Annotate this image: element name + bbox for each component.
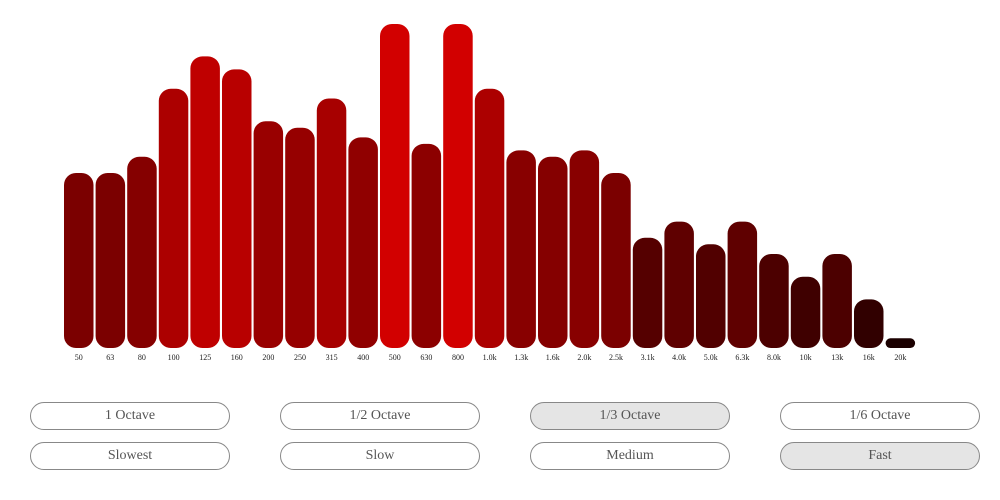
bar-80 (127, 156, 157, 348)
tick-label-5.0k: 5.0k (704, 353, 718, 362)
tick-label-125: 125 (199, 353, 211, 362)
tick-label-1.0k: 1.0k (483, 353, 497, 362)
bar-1.6k (538, 156, 568, 348)
tick-label-4.0k: 4.0k (672, 353, 686, 362)
bar-5.0k (696, 244, 726, 348)
resolution-button-1-3-octave[interactable]: 1/3 Octave (530, 402, 730, 430)
tick-label-16k: 16k (863, 353, 875, 362)
speed-button-fast[interactable]: Fast (780, 442, 980, 470)
tick-label-800: 800 (452, 353, 464, 362)
tick-label-315: 315 (326, 353, 338, 362)
bar-630 (411, 143, 442, 348)
speed-button-slow[interactable]: Slow (280, 442, 480, 470)
bar-160 (222, 69, 252, 349)
tick-label-2.5k: 2.5k (609, 353, 623, 362)
tick-label-630: 630 (420, 353, 432, 362)
bar-315 (316, 98, 347, 348)
tick-label-1.3k: 1.3k (514, 353, 528, 362)
tick-label-500: 500 (389, 353, 401, 362)
tick-label-400: 400 (357, 353, 369, 362)
speed-button-slowest[interactable]: Slowest (30, 442, 230, 470)
bar-13k (822, 254, 852, 348)
bar-1.0k (474, 88, 505, 349)
bar-125 (190, 56, 220, 349)
tick-label-50: 50 (75, 353, 83, 362)
speed-button-medium[interactable]: Medium (530, 442, 730, 470)
bar-2.0k (569, 150, 600, 348)
bar-400 (348, 137, 378, 348)
tick-label-10k: 10k (800, 353, 812, 362)
bar-100 (158, 88, 189, 349)
tick-label-20k: 20k (894, 353, 906, 362)
resolution-button-1-octave[interactable]: 1 Octave (30, 402, 230, 430)
tick-label-250: 250 (294, 353, 306, 362)
resolution-button-row: 1 Octave 1/2 Octave 1/3 Octave 1/6 Octav… (0, 402, 1000, 432)
resolution-button-1-2-octave[interactable]: 1/2 Octave (280, 402, 480, 430)
tick-label-80: 80 (138, 353, 146, 362)
bar-500 (380, 24, 410, 348)
tick-label-8.0k: 8.0k (767, 353, 781, 362)
tick-label-160: 160 (231, 353, 243, 362)
tick-labels-group: 50 63 80 100 125 160 200 250 315 400 500 630 800 1.0k… (75, 353, 907, 362)
bar-200 (253, 121, 284, 348)
bar-20k (885, 338, 916, 348)
bar-1.3k (506, 150, 536, 348)
spectrum-bar-chart: 50 63 80 100 125 160 200 250 315 400 500 630 800 1.0k… (64, 24, 916, 362)
bar-800 (443, 24, 473, 348)
bars-group (64, 24, 916, 349)
bar-10k (790, 276, 821, 348)
bar-3.1k (632, 237, 663, 348)
bar-50 (64, 173, 94, 348)
bar-2.5k (601, 173, 631, 348)
tick-label-6.3k: 6.3k (735, 353, 749, 362)
tick-label-100: 100 (168, 353, 180, 362)
bar-6.3k (727, 221, 758, 348)
tick-label-3.1k: 3.1k (641, 353, 655, 362)
tick-label-1.6k: 1.6k (546, 353, 560, 362)
bar-63 (95, 173, 126, 348)
tick-label-2.0k: 2.0k (577, 353, 591, 362)
tick-label-63: 63 (106, 353, 114, 362)
resolution-button-1-6-octave[interactable]: 1/6 Octave (780, 402, 980, 430)
bar-250 (285, 127, 315, 348)
tick-label-200: 200 (262, 353, 274, 362)
bar-16k (854, 299, 884, 348)
bar-4.0k (664, 221, 694, 348)
bar-8.0k (759, 254, 789, 348)
speed-button-row: Slowest Slow Medium Fast (0, 442, 1000, 472)
tick-label-13k: 13k (831, 353, 843, 362)
